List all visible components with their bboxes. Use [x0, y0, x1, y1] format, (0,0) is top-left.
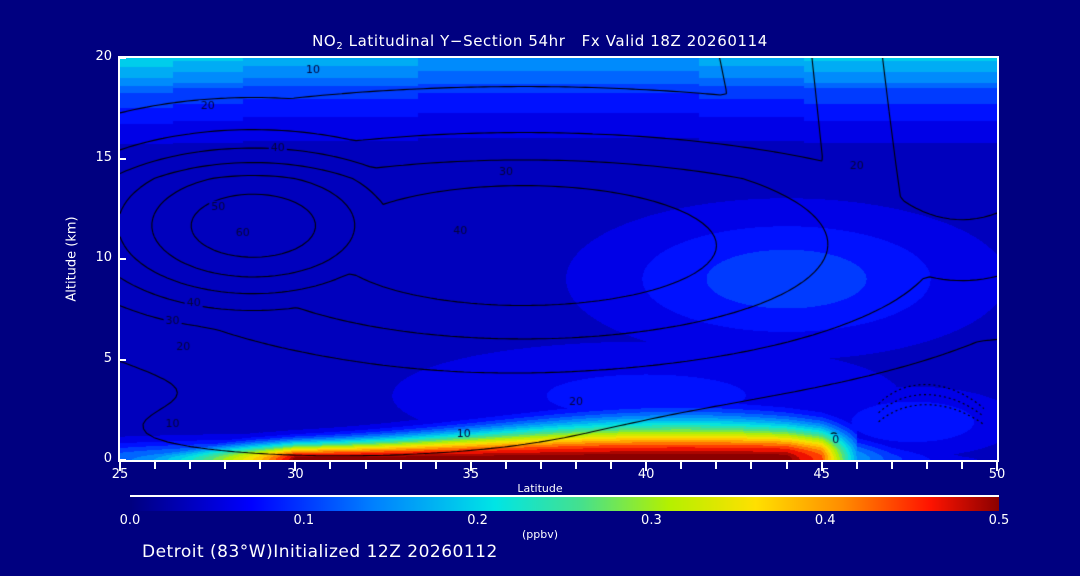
chart-title-rest: Latitudinal Y−Section 54hr Fx Valid 18Z …	[343, 32, 768, 50]
x-tick-mark	[820, 462, 823, 471]
x-tick-mark	[610, 462, 613, 469]
plot-frame	[118, 56, 999, 462]
x-tick-mark	[925, 462, 928, 469]
x-tick-mark	[154, 462, 157, 469]
x-axis-label: Latitude	[517, 482, 563, 495]
x-tick-mark	[434, 462, 437, 469]
y-tick-mark	[118, 258, 126, 260]
y-tick-label: 15	[95, 149, 112, 165]
x-tick-mark	[680, 462, 683, 469]
x-tick-mark	[996, 462, 998, 471]
x-tick-mark	[645, 462, 648, 471]
x-tick-mark	[294, 462, 297, 471]
x-tick-label: 35	[462, 467, 480, 482]
x-tick-mark	[715, 462, 718, 469]
x-tick-mark	[785, 462, 788, 469]
x-tick-label: 30	[287, 467, 304, 482]
isotach-contour-overlay	[120, 58, 997, 460]
chart-title-subscript: 2	[336, 41, 344, 52]
chart-title-species: NO	[312, 32, 337, 50]
x-tick-label: 40	[637, 467, 655, 482]
x-tick-mark	[189, 462, 192, 469]
y-tick-label: 5	[103, 350, 112, 366]
y-tick-mark	[118, 57, 126, 59]
y-tick-mark	[118, 358, 126, 361]
y-axis-ticks: 0 5 10 15 20	[70, 0, 112, 576]
colorbar	[130, 497, 999, 511]
x-tick-mark	[750, 462, 753, 469]
colorbar-tick-label: 0.4	[814, 513, 836, 528]
colorbar-tick-label: 0.0	[119, 513, 141, 528]
x-tick-label: 45	[813, 467, 830, 482]
chart-title: NO2 Latitudinal Y−Section 54hr Fx Valid …	[0, 32, 1080, 52]
colorbar-units-label: (ppbv)	[521, 528, 559, 541]
x-tick-mark	[224, 462, 227, 469]
colorbar-tick-label: 0.2	[467, 513, 488, 528]
x-tick-mark	[364, 462, 367, 469]
x-tick-mark	[399, 462, 402, 469]
x-tick-mark	[329, 462, 332, 469]
colorbar-tick-label: 0.5	[988, 513, 1010, 528]
y-tick-label: 20	[95, 49, 112, 64]
y-tick-mark	[118, 459, 126, 461]
x-tick-label: 50	[988, 467, 1006, 482]
y-tick-label: 10	[95, 250, 112, 265]
station-init-caption: Detroit (83°W)Initialized 12Z 20260112	[142, 542, 498, 562]
colorbar-tick-label: 0.3	[641, 513, 662, 528]
x-tick-mark	[960, 462, 963, 469]
y-tick-mark	[118, 157, 126, 160]
y-tick-label: 0	[103, 451, 112, 466]
x-tick-mark	[575, 462, 578, 469]
x-tick-mark	[469, 462, 472, 471]
x-tick-mark	[855, 462, 858, 469]
colorbar-top-rule	[130, 495, 999, 497]
x-tick-mark	[539, 462, 542, 469]
x-tick-label: 25	[111, 467, 129, 482]
x-tick-mark	[890, 462, 893, 469]
x-tick-mark	[119, 462, 121, 471]
x-tick-mark	[259, 462, 262, 469]
colorbar-tick-label: 0.1	[293, 513, 315, 528]
x-tick-mark	[504, 462, 507, 469]
